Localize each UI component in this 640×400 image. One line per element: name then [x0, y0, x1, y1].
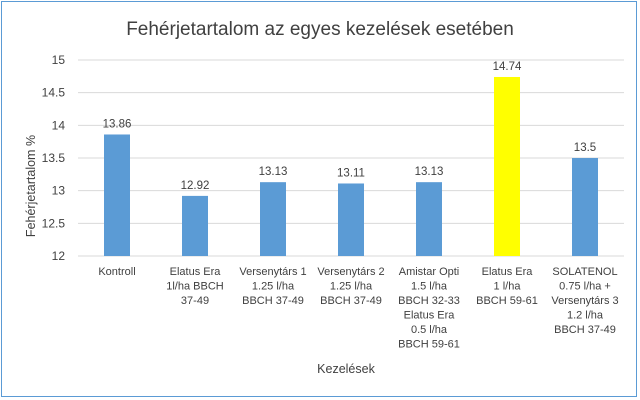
y-tick-label: 14	[52, 118, 66, 132]
x-category-line: Elatus Era	[170, 266, 222, 278]
bars	[104, 76, 598, 256]
y-tick-label: 12.5	[42, 216, 66, 230]
chart-title: Fehérjetartalom az egyes kezelések eseté…	[126, 19, 514, 40]
x-category-line: 1.2 l/ha	[567, 310, 604, 322]
bar	[572, 158, 598, 256]
x-axis-categories: Kontroll Elatus Era 1l/ha BBCH 37-49 Verseny…	[98, 266, 618, 351]
x-category-label: Kontroll	[98, 266, 135, 278]
x-category-line: BBCH 59-61	[398, 339, 460, 351]
bar	[182, 195, 208, 256]
x-category-label: Amistar Opti 1.5 l/ha BBCH 32-33 Elatus Era…	[398, 266, 460, 351]
gridlines	[78, 59, 624, 257]
y-axis-ticks: 12 12.5 13 13.5 14 14.5 15	[42, 53, 66, 263]
bar	[338, 183, 364, 256]
x-category-line: Versenytárs 1	[239, 266, 306, 278]
x-category-line: 1.25 l/ha	[252, 281, 295, 293]
x-category-label: Versenytárs 1 1.25 l/ha BBCH 37-49	[239, 266, 306, 307]
x-category-line: BBCH 59-61	[476, 295, 538, 307]
x-category-line: 1 l/ha	[494, 281, 522, 293]
y-tick-label: 14.5	[42, 86, 66, 100]
x-category-line: Versenytárs 2	[317, 266, 384, 278]
x-axis-label: Kezelések	[317, 362, 375, 376]
x-category-line: 37-49	[181, 295, 209, 307]
y-tick-label: 13	[52, 184, 66, 198]
x-category-label: SOLATENOL 0.75 l/ha + Versenytárs 3 1.2 l/h…	[551, 266, 618, 336]
data-label: 13.5	[574, 142, 596, 154]
x-category-line: 1.25 l/ha	[330, 281, 373, 293]
x-category-label: Elatus Era 1l/ha BBCH 37-49	[166, 266, 224, 307]
data-label: 13.13	[259, 166, 288, 178]
y-tick-label: 13.5	[42, 151, 66, 165]
x-category-line: Amistar Opti	[399, 266, 460, 278]
data-labels: 13.86 12.92 13.13 13.11 13.13 14.74 13.5	[103, 61, 597, 192]
x-category-line: 1l/ha BBCH	[166, 281, 224, 293]
x-category-label: Elatus Era 1 l/ha BBCH 59-61	[476, 266, 538, 307]
data-label: 14.74	[493, 61, 522, 73]
x-category-line: Versenytárs 3	[551, 295, 618, 307]
x-category-line: BBCH 37-49	[554, 324, 616, 336]
x-category-line: Elatus Era	[404, 310, 456, 322]
bar	[260, 182, 286, 256]
x-category-line: SOLATENOL	[552, 266, 617, 278]
x-category-line: 0.75 l/ha +	[559, 281, 611, 293]
x-category-line: BBCH 37-49	[320, 295, 382, 307]
x-category-label: Versenytárs 2 1.25 l/ha BBCH 37-49	[317, 266, 384, 307]
data-label: 13.13	[415, 166, 444, 178]
x-category-line: BBCH 37-49	[242, 295, 304, 307]
bar	[104, 134, 130, 256]
data-label: 13.86	[103, 118, 132, 130]
y-axis-label: Fehérjetartalom %	[24, 135, 38, 237]
x-category-line: BBCH 32-33	[398, 295, 460, 307]
x-category-line: 0.5 l/ha	[411, 324, 448, 336]
bar	[494, 76, 520, 256]
bar	[416, 182, 442, 256]
y-tick-label: 15	[52, 53, 66, 67]
x-category-line: 1.5 l/ha	[411, 281, 448, 293]
x-category-line: Kontroll	[98, 266, 135, 278]
data-label: 13.11	[337, 167, 365, 179]
x-category-line: Elatus Era	[482, 266, 534, 278]
data-label: 12.92	[181, 180, 210, 192]
y-tick-label: 12	[52, 249, 66, 263]
